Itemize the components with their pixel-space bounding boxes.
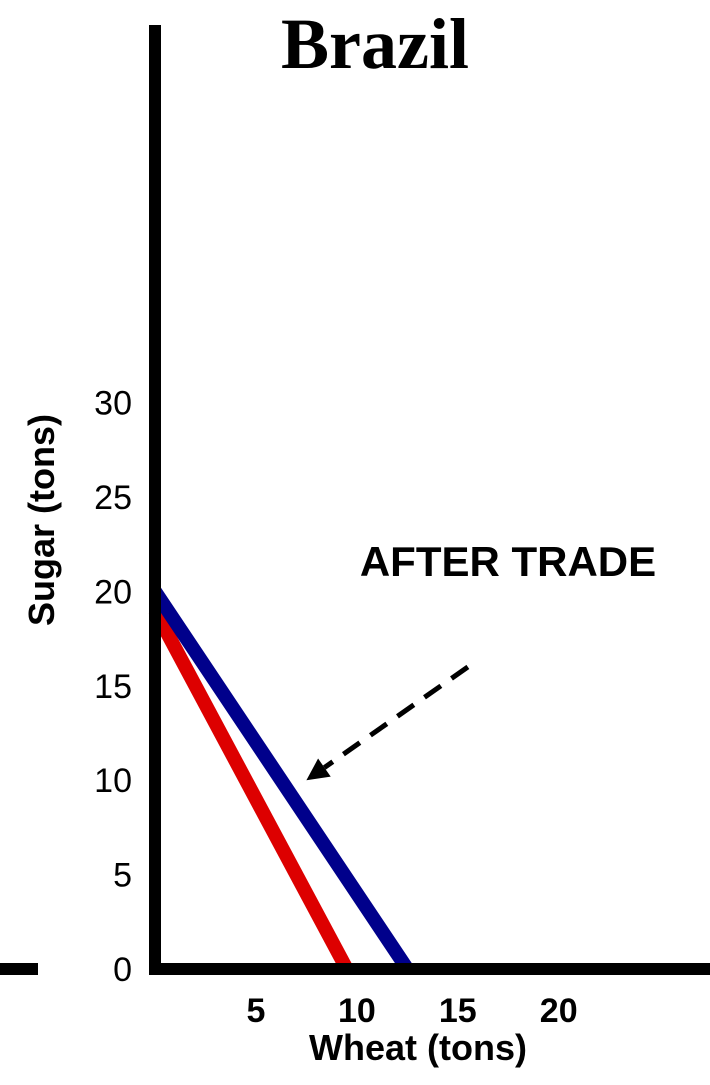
annotation-arrow-head bbox=[306, 758, 331, 781]
x-axis-label: Wheat (tons) bbox=[309, 1027, 527, 1068]
annotation-label: AFTER TRADE bbox=[360, 538, 656, 585]
y-tick-label: 15 bbox=[94, 668, 132, 706]
x-tick-label: 5 bbox=[246, 992, 265, 1030]
y-tick-label: 25 bbox=[94, 479, 132, 517]
y-axis-label: Sugar (tons) bbox=[21, 414, 62, 626]
series-line bbox=[148, 606, 353, 973]
chart-title: Brazil bbox=[281, 4, 469, 84]
y-tick-label: 20 bbox=[94, 573, 132, 611]
y-tick-labels: 0 5 10 15 20 25 30 bbox=[94, 385, 132, 989]
annotation-arrow-shaft bbox=[322, 664, 470, 770]
x-tick-label: 20 bbox=[540, 992, 578, 1030]
x-tick-label: 10 bbox=[338, 992, 376, 1030]
y-tick-label: 5 bbox=[113, 857, 132, 895]
y-tick-label: 0 bbox=[113, 951, 132, 989]
x-tick-labels: 5 10 15 20 bbox=[246, 992, 577, 1030]
series-lines bbox=[148, 587, 414, 973]
series-line bbox=[149, 587, 414, 973]
annotations: AFTER TRADE bbox=[306, 538, 656, 781]
x-tick-label: 15 bbox=[439, 992, 477, 1030]
y-tick-label: 10 bbox=[94, 762, 132, 800]
y-tick-label: 30 bbox=[94, 385, 132, 423]
